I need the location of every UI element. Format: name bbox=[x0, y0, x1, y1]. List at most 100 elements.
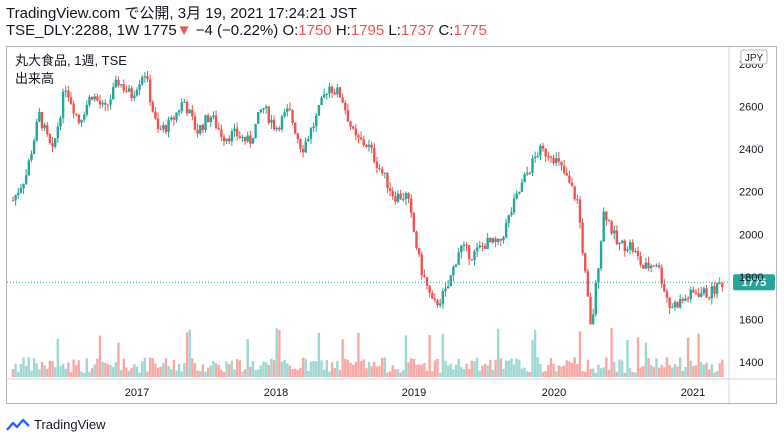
volume-bar bbox=[700, 361, 703, 377]
candle-body bbox=[307, 138, 310, 142]
volume-bar bbox=[468, 369, 471, 377]
volume-bar bbox=[676, 366, 679, 377]
volume-bar bbox=[475, 357, 479, 377]
candle-body bbox=[56, 126, 60, 139]
candle-body bbox=[127, 88, 131, 92]
volume-bar bbox=[275, 328, 278, 377]
candle-body bbox=[647, 262, 650, 269]
volume-bar bbox=[317, 332, 321, 377]
candle-body bbox=[59, 117, 62, 127]
volume-bar bbox=[141, 361, 144, 377]
volume-bar bbox=[386, 372, 389, 377]
volume-bar bbox=[707, 369, 711, 377]
volume-bar bbox=[417, 364, 421, 377]
volume-bar bbox=[85, 358, 89, 377]
candle-body bbox=[597, 268, 600, 283]
volume-bar bbox=[148, 357, 152, 377]
volume-bar bbox=[526, 371, 529, 377]
candle-body bbox=[48, 134, 52, 143]
candle-body bbox=[286, 108, 289, 113]
volume-bar bbox=[180, 371, 183, 377]
volume-bar bbox=[14, 363, 17, 377]
volume-bar bbox=[322, 369, 326, 377]
volume-bar bbox=[399, 372, 402, 377]
volume-bar bbox=[17, 371, 20, 377]
volume-bar bbox=[341, 339, 344, 377]
candle-body bbox=[14, 195, 17, 201]
volume-bar bbox=[159, 366, 162, 377]
candle-body bbox=[576, 199, 579, 201]
volume-bar bbox=[162, 363, 165, 377]
volume-bar bbox=[267, 364, 270, 377]
volume-bar bbox=[172, 359, 176, 377]
x-tick-label: 2020 bbox=[542, 387, 566, 399]
candle-body bbox=[154, 111, 157, 119]
publish-info: TradingView.com で公開, 3月 19, 2021 17:24:2… bbox=[6, 5, 357, 22]
candle-body bbox=[243, 137, 247, 142]
volume-bar bbox=[119, 370, 123, 377]
candle-body bbox=[439, 303, 442, 306]
candle-body bbox=[570, 182, 574, 187]
volume-bar bbox=[365, 368, 368, 377]
candle-body bbox=[230, 131, 234, 142]
candle-body bbox=[560, 161, 563, 166]
volume-bar bbox=[349, 362, 352, 377]
volume-bar bbox=[549, 358, 553, 377]
candle-body bbox=[278, 127, 281, 130]
volume-bar bbox=[104, 362, 107, 377]
candle-body bbox=[502, 237, 505, 241]
volume-bar bbox=[22, 357, 25, 377]
candle-body bbox=[125, 90, 128, 92]
candle-body bbox=[304, 141, 307, 153]
candle-body bbox=[663, 284, 666, 292]
candle-body bbox=[465, 244, 468, 246]
candle-body bbox=[520, 182, 524, 192]
volume-bar bbox=[378, 365, 381, 377]
candle-body bbox=[510, 212, 513, 216]
candle-body bbox=[602, 211, 605, 242]
volume-bar bbox=[270, 358, 273, 377]
candle-body bbox=[399, 193, 402, 200]
candle-body bbox=[138, 84, 141, 90]
candle-body bbox=[114, 79, 118, 88]
candle-body bbox=[88, 96, 91, 105]
volume-bar bbox=[721, 359, 724, 377]
chart-panel[interactable]: 1775 1400 1600 1800 2000 2200 2400 2600 2800 JPY 2… bbox=[6, 46, 778, 405]
candle-body bbox=[346, 110, 350, 122]
volume-bar bbox=[280, 361, 284, 377]
volume-bar bbox=[336, 360, 339, 377]
volume-bar bbox=[38, 369, 41, 377]
candle-body bbox=[38, 112, 41, 122]
volume-bar bbox=[164, 358, 168, 377]
price-chart[interactable]: 177514001600180020002200240026002800JPY2… bbox=[7, 47, 778, 405]
volume-bar bbox=[557, 365, 561, 377]
volume-bar bbox=[146, 371, 149, 377]
candle-body bbox=[264, 106, 268, 109]
volume-bar bbox=[673, 364, 677, 377]
candle-body bbox=[433, 298, 437, 301]
candle-body bbox=[547, 156, 550, 158]
candle-body bbox=[665, 291, 669, 298]
candle-body bbox=[259, 109, 263, 113]
volume-bar bbox=[51, 361, 54, 377]
candle-body bbox=[167, 119, 170, 132]
volume-bar bbox=[639, 367, 642, 377]
candle-body bbox=[478, 245, 481, 248]
volume-bar bbox=[457, 358, 460, 377]
volume-bar bbox=[330, 362, 334, 377]
candle-body bbox=[151, 102, 154, 112]
volume-bar bbox=[489, 359, 492, 377]
volume-bar bbox=[652, 367, 655, 377]
volume-bar bbox=[555, 371, 558, 377]
volume-bar bbox=[523, 367, 526, 377]
volume-bar bbox=[694, 365, 698, 377]
candle-body bbox=[32, 140, 36, 154]
volume-bar bbox=[204, 371, 207, 377]
candle-body bbox=[449, 275, 452, 287]
volume-bar bbox=[531, 339, 534, 377]
candle-body bbox=[605, 211, 608, 221]
volume-bar bbox=[61, 363, 65, 377]
candle-body bbox=[51, 142, 54, 147]
volume-bar bbox=[117, 342, 120, 377]
volume-bar bbox=[597, 364, 600, 377]
